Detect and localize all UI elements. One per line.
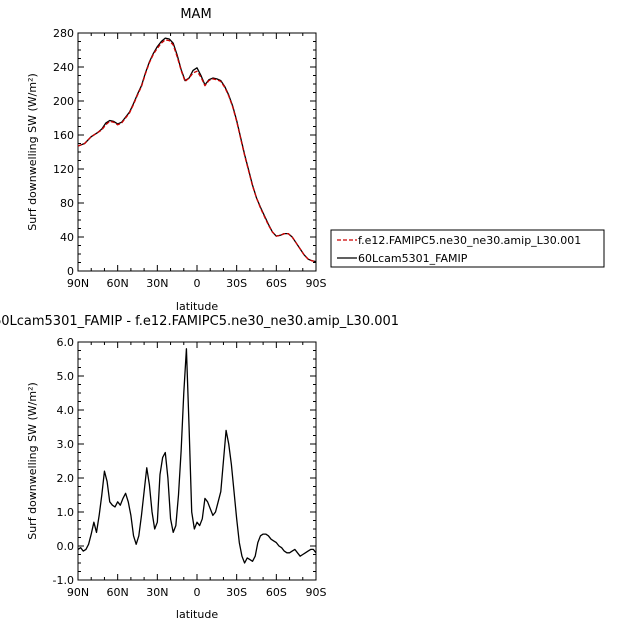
- top-y-tick-label: 240: [53, 61, 74, 74]
- bottom-series-line-0: [77, 348, 317, 564]
- bottom-x-axis-label: latitude: [176, 608, 218, 621]
- top-x-tick-label: 60S: [266, 277, 287, 290]
- legend-label-0: f.e12.FAMIPC5.ne30_ne30.amip_L30.001: [358, 234, 581, 247]
- bottom-y-tick-label: 1.0: [57, 506, 75, 519]
- top-series-line-0: [77, 39, 317, 263]
- top-y-tick-label: 120: [53, 163, 74, 176]
- bottom-y-tick-label: 4.0: [57, 404, 75, 417]
- top-y-tick-label: 0: [67, 265, 74, 278]
- bottom-y-tick-label: 5.0: [57, 370, 75, 383]
- bottom-y-tick-label: 2.0: [57, 472, 75, 485]
- bottom-x-tick-label: 60S: [266, 586, 287, 599]
- bottom-y-axis-label: Surf downwelling SW (W/m²): [26, 382, 39, 540]
- bottom-x-ticks: 90N 60N 30N 0 30S 60S 90S: [67, 342, 327, 599]
- top-x-tick-label: 30N: [146, 277, 168, 290]
- top-panel: MAM 0 40 80 120 160 200 240 280 90N 60N 30N 0 30S 60…: [26, 7, 327, 313]
- bottom-panel: 60Lcam5301_FAMIP - f.e12.FAMIPC5.ne30_ne…: [0, 314, 399, 621]
- top-y-tick-label: 80: [60, 197, 74, 210]
- top-x-tick-label: 0: [194, 277, 201, 290]
- top-y-tick-label: 280: [53, 27, 74, 40]
- bottom-x-tick-label: 30S: [226, 586, 247, 599]
- top-y-axis-label: Surf downwelling SW (W/m²): [26, 73, 39, 231]
- bottom-series-group: [77, 348, 317, 564]
- top-x-tick-label: 90S: [306, 277, 327, 290]
- top-x-tick-label: 30S: [226, 277, 247, 290]
- bottom-y-ticks: -1.0 0.0 1.0 2.0 3.0 4.0 5.0 6.0: [53, 336, 316, 587]
- bottom-x-tick-label: 0: [194, 586, 201, 599]
- top-y-tick-label: 200: [53, 95, 74, 108]
- bottom-chart-title: 60Lcam5301_FAMIP - f.e12.FAMIPC5.ne30_ne…: [0, 314, 399, 329]
- top-x-tick-label: 90N: [67, 277, 89, 290]
- top-chart-title: MAM: [180, 7, 211, 22]
- bottom-x-tick-label: 90N: [67, 586, 89, 599]
- bottom-y-tick-label: -1.0: [53, 574, 74, 587]
- bottom-x-tick-label: 30N: [146, 586, 168, 599]
- bottom-y-tick-label: 0.0: [57, 540, 75, 553]
- bottom-plot-frame: [77, 341, 317, 581]
- top-y-tick-label: 40: [60, 231, 74, 244]
- top-x-axis-label: latitude: [176, 300, 218, 313]
- top-y-ticks: 0 40 80 120 160 200 240 280: [53, 27, 316, 278]
- top-y-tick-label: 160: [53, 129, 74, 142]
- bottom-y-tick-label: 3.0: [57, 438, 75, 451]
- bottom-x-tick-label: 60N: [107, 586, 129, 599]
- top-x-tick-label: 60N: [107, 277, 129, 290]
- bottom-y-tick-label: 6.0: [57, 336, 75, 349]
- legend-label-1: 60Lcam5301_FAMIP: [358, 252, 468, 265]
- top-series-group: [77, 37, 317, 263]
- bottom-x-tick-label: 90S: [306, 586, 327, 599]
- top-x-ticks: 90N 60N 30N 0 30S 60S 90S: [67, 33, 327, 290]
- legend-box: [330, 229, 605, 268]
- legend: f.e12.FAMIPC5.ne30_ne30.amip_L30.001 60L…: [330, 229, 605, 268]
